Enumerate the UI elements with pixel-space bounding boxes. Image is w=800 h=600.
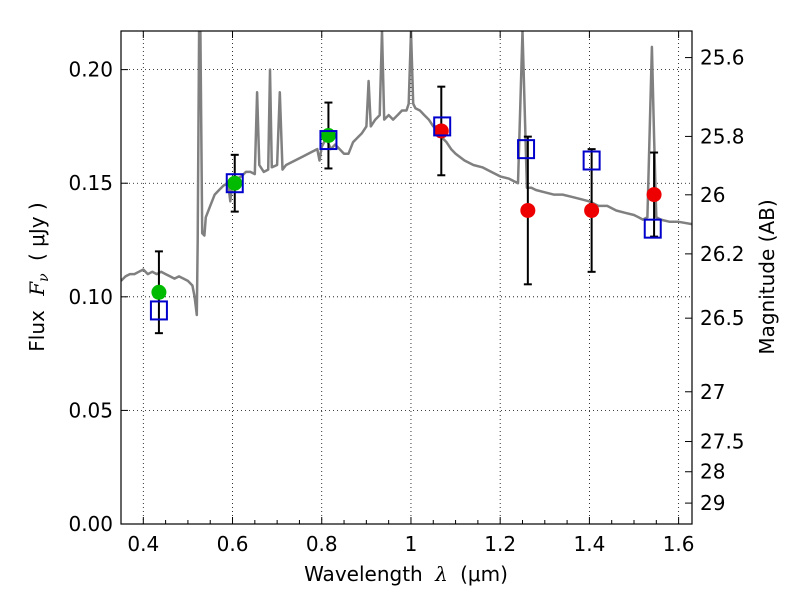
y-axis-title: Flux Fν ( μJy ) [25,202,53,351]
x-tick-label: 1.2 [484,532,516,556]
x-tick-label: 1 [405,532,418,556]
x-tick-label: 1.6 [663,532,695,556]
observed-point [584,202,600,218]
model-point [225,173,244,194]
plot-frame [120,30,693,525]
y-axis-unit: ( μJy ) [25,202,49,261]
x-tick-label: 1.4 [573,532,605,556]
y2-tick-label: 28 [700,460,725,484]
x-tick-label: 0.4 [127,532,159,556]
model-point [149,300,168,321]
x-axis-title-text: Wavelength [304,562,423,586]
y-axis-subscript: ν [36,273,52,282]
x-axis-unit: (μm) [460,562,508,586]
y2-tick-label: 26.2 [700,242,745,266]
y-tick-label: 0.20 [68,58,113,82]
y2-axis-title: Magnitude (AB) [755,199,779,354]
observed-point [520,202,536,218]
y-tick-label: 0.05 [68,398,113,422]
x-tick-label: 0.8 [306,532,338,556]
observed-point [151,284,167,300]
model-point [319,130,338,151]
y2-tick-label: 27 [700,380,725,404]
model-point [517,139,536,160]
model-point [433,116,452,137]
model-point [643,218,662,239]
observed-point [646,187,662,203]
y2-tick-label: 25.6 [700,46,745,70]
x-axis-lambda: λ [434,562,448,586]
x-axis-title: Wavelength λ (μm) [304,562,508,586]
y2-tick-label: 26 [700,183,725,207]
y2-tick-label: 26.5 [700,306,745,330]
y2-tick-label: 29 [700,491,725,515]
y-tick-label: 0.00 [68,512,113,536]
model-point [582,150,601,171]
axes: 0.4 0.6 0.8 1 1.2 1.4 1.6 0.00 0.05 0.10 0.15 0.20 2… [68,31,745,556]
y-axis-symbol: F [25,281,49,297]
sed-model-line [121,31,692,317]
y-tick-label: 0.15 [68,171,113,195]
x-tick-label: 0.6 [217,532,249,556]
y-axis-title-text: Flux [25,310,49,352]
plot-content [121,31,692,335]
plot-background [121,31,692,524]
y-tick-label: 0.10 [68,285,113,309]
y2-tick-label: 27.5 [700,430,745,454]
observed-point [227,175,243,191]
y2-tick-label: 25.8 [700,124,745,148]
